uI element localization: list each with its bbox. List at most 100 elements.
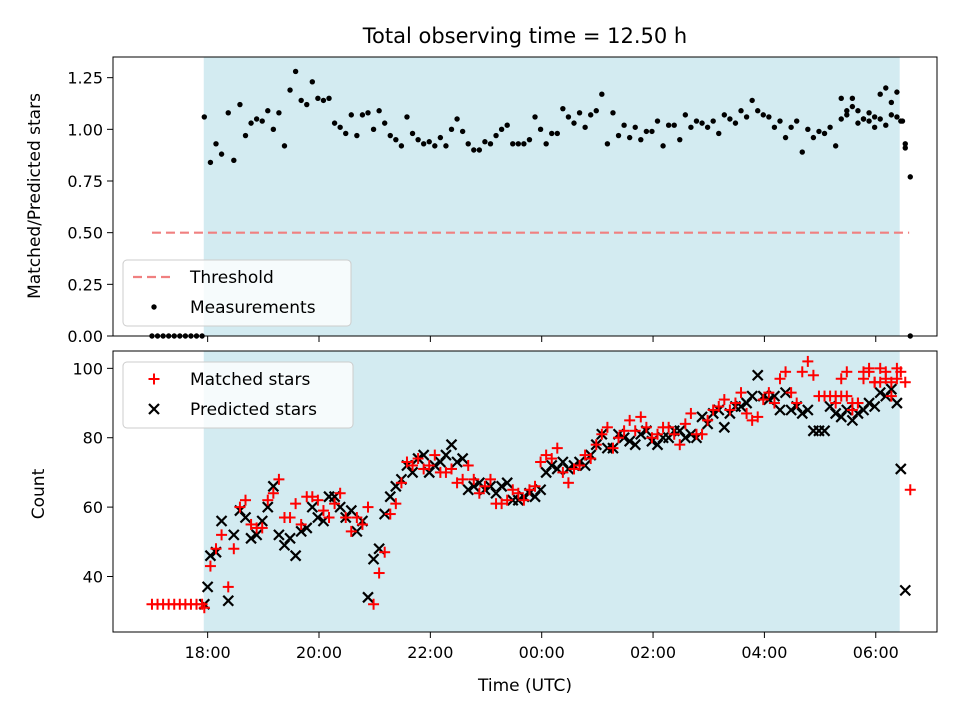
measurement-point — [849, 103, 856, 110]
measurement-point — [510, 141, 516, 147]
predicted-point — [462, 483, 474, 496]
matched-point — [574, 459, 586, 471]
measurement-point — [849, 95, 856, 102]
predicted-point — [267, 480, 280, 493]
matched-point — [384, 508, 396, 520]
measurement-point — [871, 114, 878, 120]
measurement-point — [482, 139, 488, 145]
predicted-point — [785, 404, 797, 416]
predicted-point — [239, 511, 252, 524]
measurement-point — [231, 157, 237, 164]
measurement-point — [504, 122, 510, 128]
measurement-point — [526, 136, 533, 143]
bottom-y-axis-label: Count — [29, 468, 49, 519]
measurement-point — [855, 108, 861, 114]
predicted-point — [829, 407, 842, 420]
measurement-point — [420, 141, 427, 147]
matched-point — [507, 484, 519, 496]
legend-matched-swatch — [148, 373, 160, 385]
matched-point — [334, 487, 346, 499]
measurement-point — [860, 116, 867, 122]
measurement-point — [838, 116, 844, 122]
matched-point — [210, 543, 222, 555]
chart-title: Total observing time = 12.50 h — [362, 24, 687, 48]
predicted-point — [818, 425, 831, 437]
matched-point — [340, 512, 352, 524]
matched-point — [451, 477, 463, 489]
matched-point — [646, 432, 658, 444]
predicted-point — [468, 480, 480, 493]
measurement-point — [632, 124, 638, 130]
measurement-point — [755, 108, 761, 114]
measurement-point — [426, 139, 432, 145]
top-y-axis-label: Matched/Predicted stars — [25, 93, 45, 299]
matched-point — [529, 480, 541, 492]
matched-point — [368, 598, 380, 610]
matched-point — [501, 494, 513, 506]
measurement-point — [844, 108, 850, 114]
matched-point — [540, 449, 552, 461]
measurement-point — [225, 110, 231, 116]
measurement-point — [866, 118, 872, 124]
x-tick-label: 18:00 — [185, 643, 231, 662]
measurement-point — [660, 143, 666, 149]
matched-point — [407, 459, 419, 471]
matched-point — [228, 543, 240, 555]
measurement-point — [304, 101, 310, 108]
matched-point — [329, 498, 341, 510]
matched-point — [284, 512, 296, 524]
matched-point — [757, 394, 769, 406]
measurement-point — [298, 97, 304, 104]
measurement-point — [799, 149, 805, 155]
matched-point — [222, 581, 234, 593]
measurement-point — [409, 130, 416, 137]
matched-point — [685, 407, 697, 419]
matched-point — [735, 387, 747, 399]
measurement-point — [213, 141, 219, 147]
matched-point — [590, 439, 602, 451]
matched-point — [295, 518, 307, 530]
measurement-point — [498, 126, 505, 133]
matched-point — [904, 484, 916, 496]
measurement-point — [265, 108, 271, 114]
top-y-tick-label: 0.50 — [67, 224, 103, 243]
matched-point — [395, 477, 407, 489]
matched-point — [863, 366, 875, 378]
measurement-point — [237, 101, 243, 108]
measurement-point — [331, 120, 338, 126]
matched-point — [869, 376, 881, 388]
matched-point — [880, 366, 892, 378]
legend-measurements-label: Measurements — [190, 298, 316, 318]
measurement-point — [443, 143, 449, 149]
predicted-point — [384, 490, 397, 503]
measurement-point — [621, 122, 627, 128]
measurement-point — [287, 87, 293, 93]
predicted-point — [406, 466, 419, 479]
matched-point — [390, 498, 402, 510]
predicted-point — [378, 508, 391, 520]
matched-point — [791, 397, 803, 409]
predicted-point — [512, 494, 525, 506]
predicted-point — [779, 386, 792, 399]
measurement-point — [543, 141, 549, 147]
measurement-point — [201, 114, 208, 120]
bottom-axes-frame — [112, 350, 938, 633]
legend-predicted-swatch — [148, 403, 160, 415]
matched-point — [785, 387, 797, 399]
predicted-point — [891, 397, 903, 409]
measurement-point — [649, 128, 655, 135]
measurement-point — [682, 112, 689, 118]
measurement-point — [866, 110, 872, 116]
matched-point — [379, 546, 391, 558]
predicted-point — [245, 532, 257, 545]
matched-point — [557, 466, 569, 478]
measurement-point — [677, 136, 683, 143]
predicted-point — [456, 452, 469, 465]
measurement-point — [871, 124, 878, 130]
measurement-point — [387, 132, 393, 139]
matched-point — [496, 498, 508, 510]
matched-point — [484, 473, 496, 485]
measurement-point — [693, 118, 700, 124]
matched-point — [440, 466, 452, 478]
top-y-tick-label: 1.25 — [67, 69, 103, 88]
